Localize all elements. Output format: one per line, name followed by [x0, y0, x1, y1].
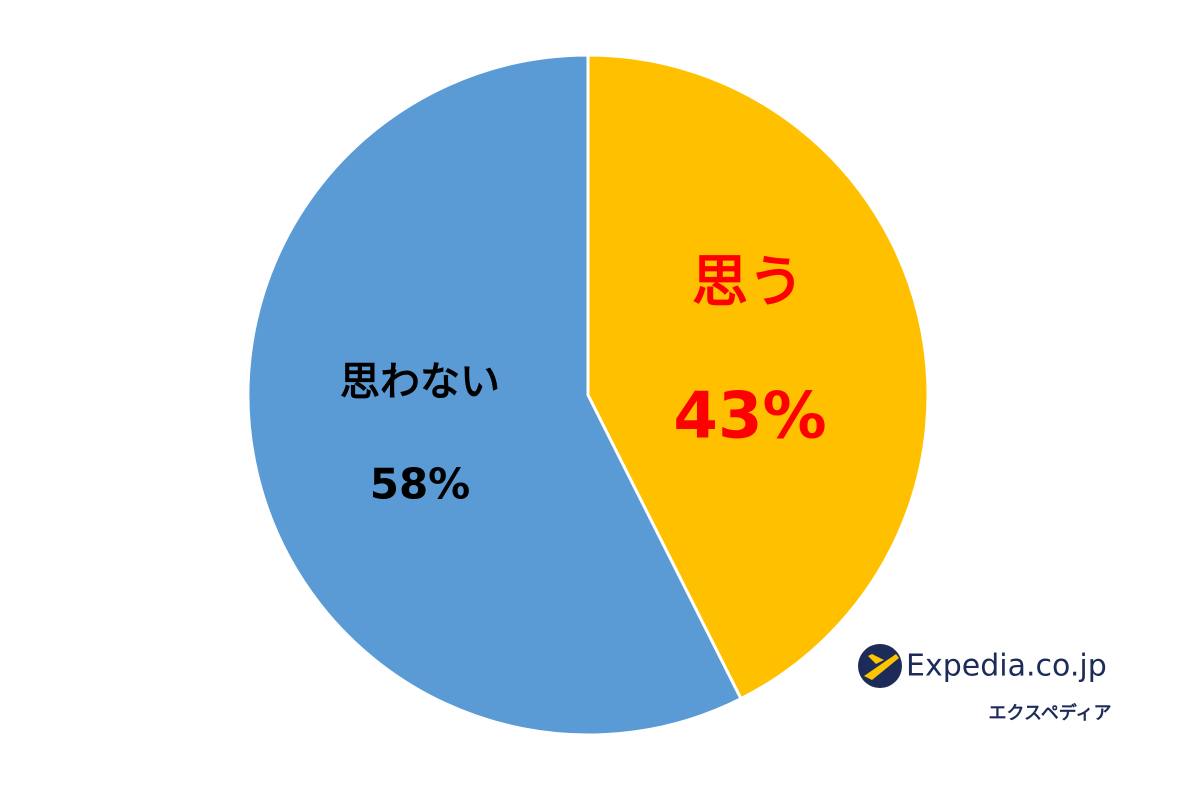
slice-label: 思う	[692, 250, 804, 315]
logo: Expedia.co.jp エクスペディア	[858, 644, 1111, 724]
logo-name: Expedia.co.jp	[906, 649, 1107, 684]
logo-plane	[864, 654, 899, 680]
slice-label: 思わない	[340, 359, 500, 405]
pie-slice	[246, 53, 743, 737]
value-label: 43%	[673, 380, 826, 454]
pie-slice	[586, 53, 930, 701]
value-label: 58%	[370, 460, 471, 509]
logo-subtitle: エクスペディア	[989, 702, 1112, 724]
